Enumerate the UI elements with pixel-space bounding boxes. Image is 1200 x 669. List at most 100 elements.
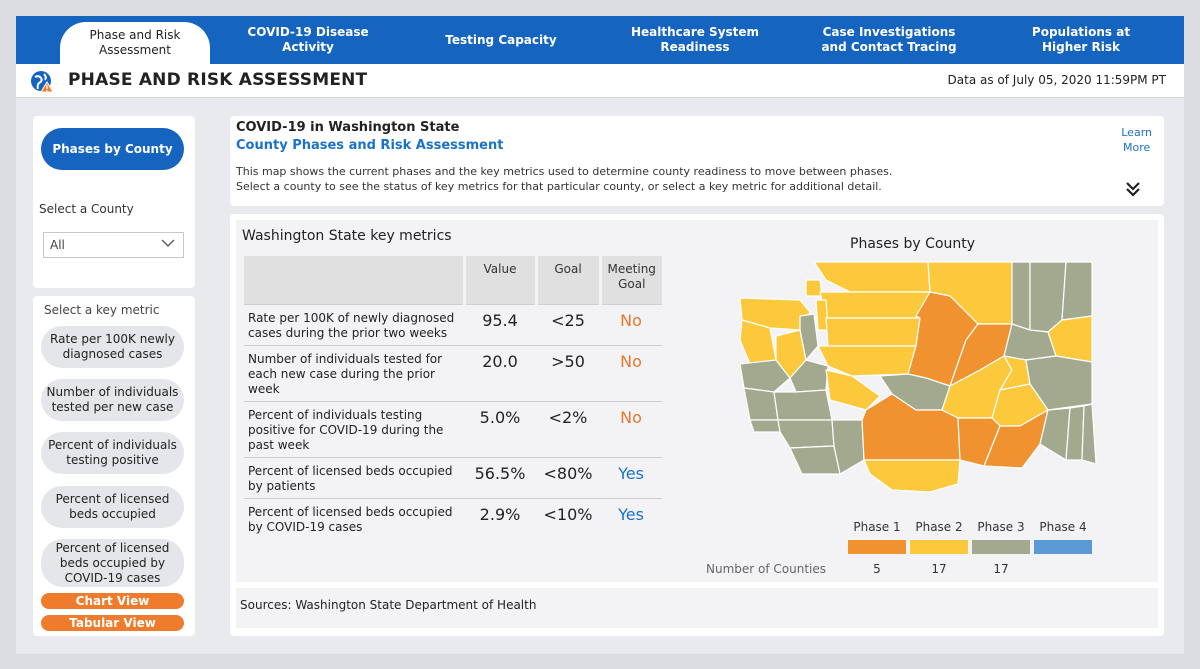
table-row[interactable]: Percent of individuals testing positive … [244, 400, 662, 457]
tab-populations-at-higher-risk[interactable]: Populations at Higher Risk [1031, 25, 1131, 54]
tabular-view-button[interactable]: Tabular View [41, 615, 184, 631]
row-meeting-goal: No [600, 303, 662, 345]
county-grays-harbor[interactable] [739, 359, 791, 393]
legend-phase-3-bar[interactable] [972, 540, 1030, 554]
row-description: Rate per 100K of newly diagnosed cases d… [244, 303, 464, 345]
header-goal: Goal [534, 256, 600, 304]
row-description: Percent of individuals testing positive … [244, 400, 464, 457]
county-klickitat[interactable] [863, 459, 961, 493]
row-goal: <80% [536, 456, 600, 498]
sidebar-metric-panel: Select a key metric Rate per 100K newly … [33, 296, 195, 636]
row-goal: >50 [536, 344, 600, 401]
tab-testing-capacity[interactable]: Testing Capacity [445, 32, 557, 47]
row-meeting-goal: Yes [600, 497, 662, 539]
tab-covid-19-disease-activity[interactable]: COVID-19 Disease Activity [247, 25, 369, 54]
county-san-juan[interactable] [805, 279, 823, 297]
county-dropdown-value: All [50, 238, 65, 252]
key-metrics-title: Washington State key metrics [242, 228, 452, 244]
county-asotin[interactable] [1081, 403, 1097, 465]
row-value: 95.4 [464, 303, 536, 345]
info-heading: COVID-19 in Washington State [236, 120, 460, 135]
row-meeting-goal: No [600, 400, 662, 457]
row-meeting-goal: No [600, 344, 662, 401]
info-description-line-1: This map shows the current phases and th… [236, 165, 893, 178]
header-blank-cell [244, 256, 464, 304]
legend-phase-3-count: 17 [993, 562, 1009, 576]
metric-tested-per-case-button[interactable]: Number of individuals tested per new cas… [41, 379, 184, 421]
county-clark[interactable] [789, 445, 841, 475]
table-row[interactable]: Percent of licensed beds occupied by pat… [244, 456, 662, 498]
row-description: Percent of licensed beds occupied by pat… [244, 456, 464, 498]
number-of-counties-label: Number of Counties [706, 562, 827, 576]
double-chevron-down-icon[interactable] [1124, 180, 1142, 198]
legend-phase-2-bar[interactable] [910, 540, 968, 554]
chart-view-button[interactable]: Chart View [41, 593, 184, 609]
header-meeting-goal: Meeting Goal [598, 256, 662, 304]
tab-healthcare-system-readiness[interactable]: Healthcare System Readiness [630, 25, 760, 54]
county-wahkiakum[interactable] [749, 419, 781, 433]
table-row[interactable]: Rate per 100K of newly diagnosed cases d… [244, 303, 662, 345]
phases-by-county-button[interactable]: Phases by County [41, 128, 184, 170]
chevron-down-icon [161, 239, 175, 247]
metric-beds-occupied-covid-button[interactable]: Percent of licensed beds occupied by COV… [41, 539, 184, 587]
metric-beds-occupied-button[interactable]: Percent of licensed beds occupied [41, 486, 184, 528]
table-row[interactable]: Percent of licensed beds occupied by COV… [244, 497, 662, 539]
top-navigation: Phase and Risk Assessment COVID-19 Disea… [16, 16, 1184, 64]
row-goal: <10% [536, 497, 600, 539]
info-panel: COVID-19 in Washington State County Phas… [230, 116, 1164, 206]
legend-phase-1-label: Phase 1 [853, 520, 901, 534]
learn-more-link[interactable]: Learn More [1121, 126, 1152, 154]
county-pend-oreille[interactable] [1061, 261, 1093, 321]
county-pierce[interactable] [825, 369, 881, 411]
dashboard-frame: Phase and Risk Assessment COVID-19 Disea… [16, 16, 1184, 654]
header-value: Value [462, 256, 536, 304]
county-skamania[interactable] [831, 419, 865, 475]
county-kitsap[interactable] [799, 313, 819, 361]
table-row[interactable]: Number of individuals tested for each ne… [244, 344, 662, 401]
data-as-of-timestamp: Data as of July 05, 2020 11:59PM PT [947, 73, 1166, 87]
map-title: Phases by County [850, 236, 976, 252]
row-description: Percent of licensed beds occupied by COV… [244, 497, 464, 539]
county-dropdown[interactable]: All [43, 232, 184, 258]
tab-phase-and-risk-assessment[interactable]: Phase and Risk Assessment [60, 22, 210, 64]
legend-phase-2-count: 17 [931, 562, 947, 576]
legend-phase-4-label: Phase 4 [1039, 520, 1087, 534]
page-title: PHASE AND RISK ASSESSMENT [68, 70, 368, 90]
info-description-line-2: Select a county to see the status of key… [236, 180, 882, 193]
legend-phase-4-bar[interactable] [1034, 540, 1092, 554]
row-goal: <2% [536, 400, 600, 457]
washington-county-map[interactable] [730, 260, 1110, 520]
row-value: 20.0 [464, 344, 536, 401]
legend-phase-1-bar[interactable] [848, 540, 906, 554]
metric-rate-per-100k-button[interactable]: Rate per 100K newly diagnosed cases [41, 326, 184, 368]
sources-note: Sources: Washington State Department of … [236, 588, 1158, 628]
row-description: Number of individuals tested for each ne… [244, 344, 464, 401]
select-county-label: Select a County [39, 202, 134, 216]
county-snohomish[interactable] [825, 317, 921, 347]
legend-phase-1-count: 5 [873, 562, 881, 576]
key-metrics-table: Value Goal Meeting Goal Rate per 100K of… [244, 256, 662, 539]
globe-alert-icon [31, 71, 54, 93]
metrics-and-map-area: Washington State key metrics Value Goal … [236, 220, 1158, 582]
row-value: 2.9% [464, 497, 536, 539]
county-lewis[interactable] [773, 389, 833, 421]
metric-testing-positive-button[interactable]: Percent of individuals testing positive [41, 432, 184, 474]
info-description: This map shows the current phases and th… [236, 164, 892, 194]
row-value: 56.5% [464, 456, 536, 498]
sidebar-filter-panel: Phases by County Select a County All [33, 116, 195, 288]
county-cowlitz[interactable] [777, 419, 835, 449]
county-pacific[interactable] [743, 387, 779, 421]
row-value: 5.0% [464, 400, 536, 457]
county-king[interactable] [817, 345, 917, 377]
legend-phase-2-label: Phase 2 [915, 520, 963, 534]
tab-case-investigations[interactable]: Case Investigations and Contact Tracing [821, 25, 957, 54]
table-header-row: Value Goal Meeting Goal [244, 256, 662, 304]
county-whatcom[interactable] [813, 261, 931, 293]
select-key-metric-label: Select a key metric [44, 303, 160, 317]
title-bar: PHASE AND RISK ASSESSMENT Data as of Jul… [16, 64, 1184, 98]
legend-phase-3-label: Phase 3 [977, 520, 1025, 534]
county-skagit[interactable] [819, 291, 931, 319]
info-subheading: County Phases and Risk Assessment [236, 138, 504, 153]
row-goal: <25 [536, 303, 600, 345]
county-ferry[interactable] [1011, 261, 1031, 331]
